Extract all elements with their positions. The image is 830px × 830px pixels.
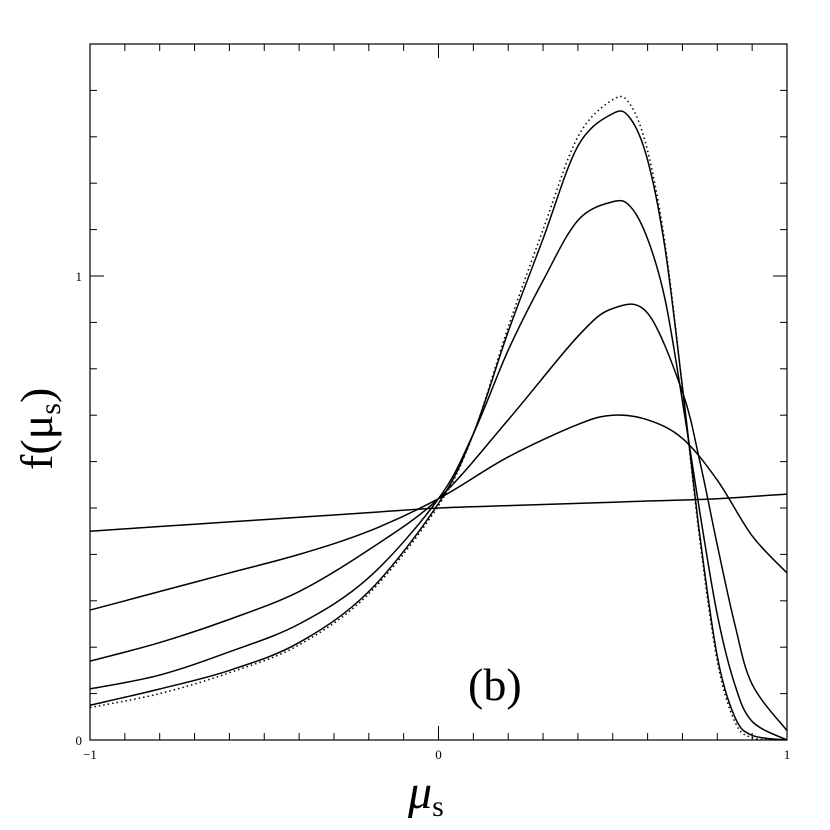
y-axis-label-sub: s	[34, 403, 67, 415]
y-axis-label-main: f(μ	[11, 415, 62, 470]
series-line-5	[89, 110, 788, 741]
y-tick-label: 1	[76, 269, 83, 284]
y-tick-label: 0	[76, 733, 83, 748]
x-axis-label-sub: s	[432, 790, 444, 823]
series-line-1	[89, 493, 788, 532]
series-line-6	[89, 95, 788, 741]
tick-labels: −1 0 101	[76, 269, 791, 762]
curves	[89, 95, 788, 741]
series-line-3	[89, 303, 788, 732]
series-line-2	[89, 414, 788, 611]
x-tick-label: 1	[784, 747, 791, 762]
x-axis-label: μs	[407, 766, 444, 823]
y-axis-label-close: )	[11, 388, 62, 403]
series-line-4	[89, 199, 788, 741]
panel-annotation: (b)	[468, 659, 522, 710]
ticks	[89, 43, 788, 741]
x-tick-label: −1	[83, 747, 97, 762]
x-tick-label: 0	[435, 747, 442, 762]
x-axis-label-main: μ	[407, 766, 432, 819]
y-axis-label: f(μs)	[11, 388, 67, 470]
